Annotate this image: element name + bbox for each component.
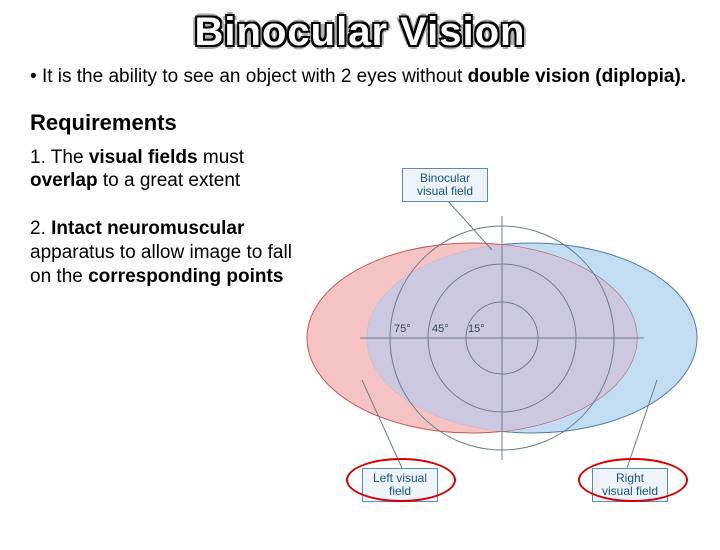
page-title: Binocular Vision bbox=[0, 10, 720, 55]
binocular-pointer bbox=[447, 200, 492, 250]
req2-b2: corresponding points bbox=[88, 266, 283, 287]
req2-pre: 2. bbox=[30, 218, 51, 239]
req1-post: to a great extent bbox=[98, 170, 241, 191]
right-highlight-circle bbox=[578, 458, 688, 502]
visual-field-diagram: 75° 45° 15° Binocular visual field Left … bbox=[302, 170, 702, 510]
definition-pre: It is the ability to see an object with … bbox=[42, 66, 468, 87]
req1-pre: 1. The bbox=[30, 147, 89, 168]
req1-b1: visual fields bbox=[89, 147, 198, 168]
requirement-1: 1. The visual fields must overlap to a g… bbox=[0, 146, 300, 218]
requirements-heading: Requirements bbox=[0, 90, 720, 146]
ring-label-15: 15° bbox=[468, 323, 485, 335]
left-highlight-circle bbox=[346, 458, 456, 502]
definition-bold: double vision (diplopia). bbox=[468, 66, 687, 87]
binocular-label-box: Binocular visual field bbox=[402, 168, 488, 202]
req1-mid1: must bbox=[198, 147, 244, 168]
ring-label-45: 45° bbox=[432, 323, 449, 335]
requirement-2: 2. Intact neuromuscular apparatus to all… bbox=[0, 217, 300, 312]
req2-b1: Intact neuromuscular bbox=[51, 218, 244, 239]
req1-b2: overlap bbox=[30, 170, 98, 191]
definition-text: • It is the ability to see an object wit… bbox=[0, 65, 720, 90]
ring-label-75: 75° bbox=[394, 323, 411, 335]
